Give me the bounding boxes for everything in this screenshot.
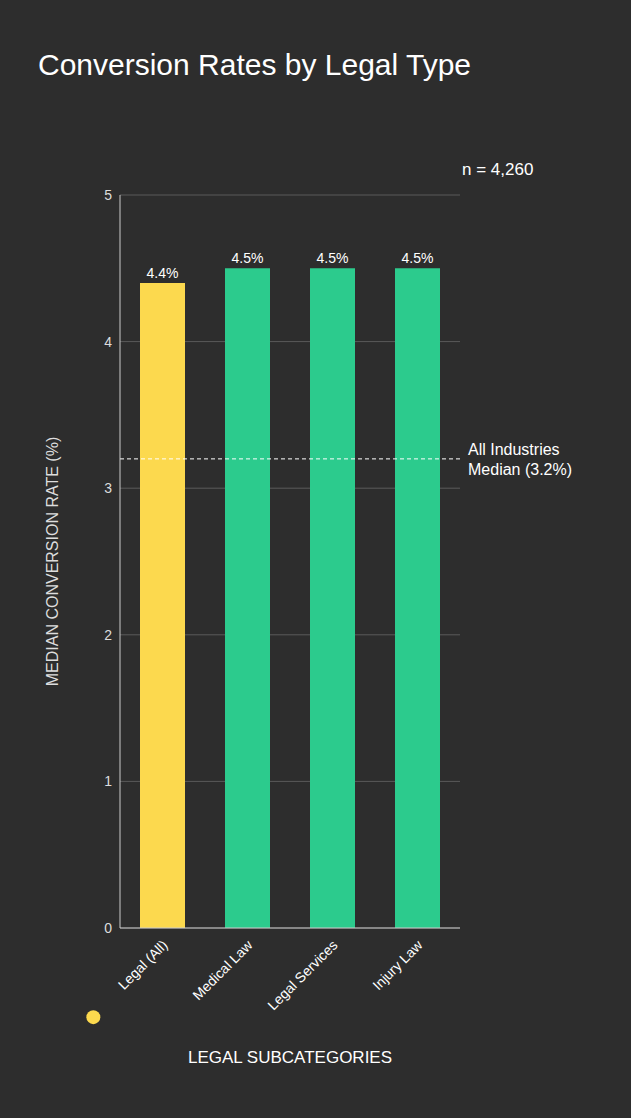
svg-text:2: 2 [104, 627, 112, 643]
svg-text:3: 3 [104, 480, 112, 496]
html-text:Conversion Rates by Legal Type: Conversion Rates by Legal Type [38, 48, 471, 81]
svg-text:Legal (All): Legal (All) [115, 937, 171, 993]
svg-text:0: 0 [104, 920, 112, 936]
svg-text:All IndustriesMedian (3.2%): All IndustriesMedian (3.2%) [468, 441, 572, 478]
svg-text:5: 5 [104, 187, 112, 203]
svg-text:MEDIAN CONVERSION RATE (%): MEDIAN CONVERSION RATE (%) [44, 437, 61, 687]
svg-text:4.4%: 4.4% [147, 265, 179, 281]
svg-text:4.5%: 4.5% [317, 250, 349, 266]
svg-text:1: 1 [104, 773, 112, 789]
svg-text:Legal Services: Legal Services [264, 937, 340, 1013]
svg-text:Medical Law: Medical Law [189, 936, 256, 1003]
svg-text:4: 4 [104, 334, 112, 350]
svg-text:4.5%: 4.5% [232, 250, 264, 266]
svg-text:4.5%: 4.5% [402, 250, 434, 266]
svg-text:Injury Law: Injury Law [369, 936, 426, 993]
html-text:n = 4,260: n = 4,260 [462, 160, 534, 179]
svg-text:LEGAL SUBCATEGORIES: LEGAL SUBCATEGORIES [188, 1048, 392, 1067]
